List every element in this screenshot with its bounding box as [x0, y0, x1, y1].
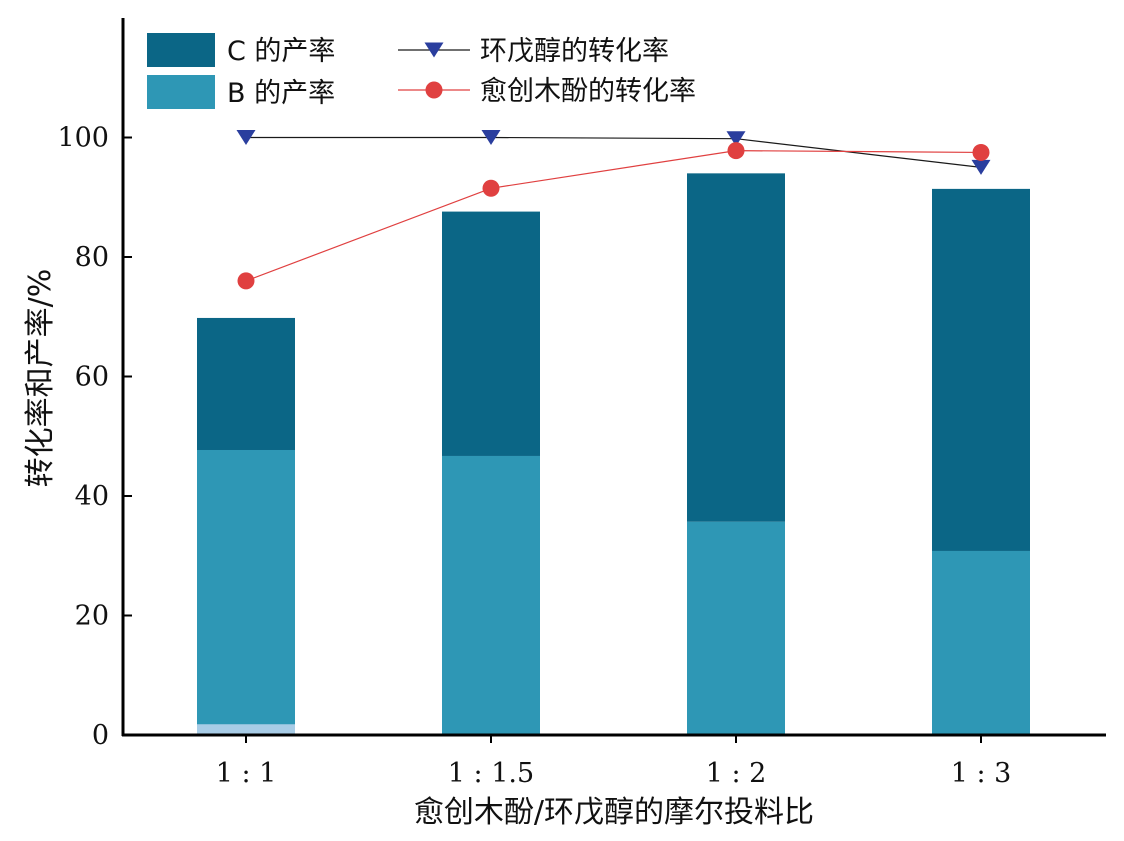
bar-minor-segment [197, 724, 295, 735]
y-axis-title: 转化率和产率/% [23, 269, 58, 488]
bar-b-yield [197, 449, 295, 735]
x-ticks-group: 1 : 1 1 : 1.5 1 : 2 1 : 3 [216, 735, 1012, 789]
guaiacol-conversion-point [237, 272, 255, 290]
bar-c-yield [442, 211, 540, 456]
bars-group [197, 173, 1030, 735]
cyclopentanol-conversion-point [481, 130, 501, 145]
x-tick-label: 1 : 2 [706, 758, 767, 789]
cyclopentanol-conversion-point [971, 159, 991, 175]
bar-c-yield [687, 173, 785, 522]
legend-marker-triangle [424, 42, 444, 58]
x-tick-label: 1 : 1 [216, 758, 277, 789]
lines-group [236, 130, 991, 290]
bar-b-yield [932, 550, 1030, 735]
bar-c-yield [197, 317, 295, 450]
legend-label: B 的产率 [227, 78, 335, 109]
bar-b-yield [687, 521, 785, 735]
legend-swatch [147, 33, 215, 67]
legend-label: 环戊醇的转化率 [480, 36, 669, 67]
x-axis-title: 愈创木酚/环戊醇的摩尔投料比 [414, 795, 814, 830]
y-tick-label: 60 [75, 362, 109, 393]
y-tick-label: 40 [75, 481, 109, 512]
guaiacol-conversion-point [482, 179, 500, 197]
legend-swatch [147, 75, 215, 109]
series-line [245, 150, 982, 282]
guaiacol-conversion-point [727, 142, 745, 160]
y-ticks-group: 0 20 40 60 80 100 [57, 123, 132, 751]
legend-label: 愈创木酚的转化率 [480, 76, 696, 107]
y-tick-label: 0 [92, 720, 109, 751]
cyclopentanol-conversion-point [236, 130, 256, 145]
bar-b-yield [442, 455, 540, 735]
y-tick-label: 100 [57, 123, 109, 154]
series-line [246, 136, 982, 168]
y-tick-label: 80 [75, 242, 109, 273]
x-tick-label: 1 : 1.5 [448, 758, 534, 789]
bar-c-yield [932, 188, 1030, 551]
guaiacol-conversion-point [972, 143, 990, 161]
y-tick-label: 20 [75, 601, 109, 632]
cyclopentanol-conversion-point [726, 131, 746, 147]
legend-marker-circle [425, 81, 443, 99]
x-tick-label: 1 : 3 [951, 758, 1012, 789]
legend-label: C 的产率 [227, 36, 335, 67]
